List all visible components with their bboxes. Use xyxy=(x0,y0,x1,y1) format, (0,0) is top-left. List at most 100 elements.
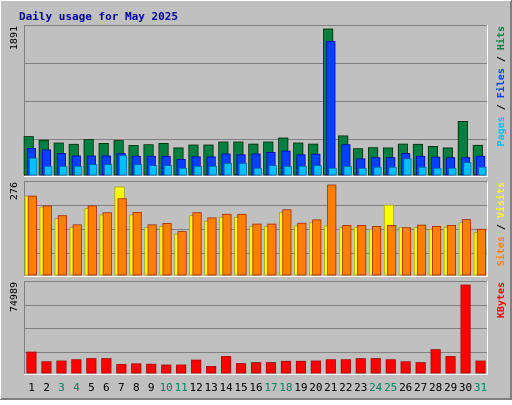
bar-visits-sites-day-8 xyxy=(132,211,142,276)
bar-hits-pages-day-8 xyxy=(133,164,143,176)
legend-entry-kbytes: KBytes xyxy=(496,282,507,318)
legend-entry-hits: Hits xyxy=(495,26,507,50)
bar-visits-sites-day-30 xyxy=(461,219,471,276)
bar-hits-pages-day-23 xyxy=(358,167,367,176)
bar-hits-pages-day-29 xyxy=(448,167,457,176)
x-label-day-21: 21 xyxy=(324,381,337,394)
x-label-day-25: 25 xyxy=(384,381,397,394)
bar-visits-sites-day-26 xyxy=(401,227,412,276)
x-label-day-22: 22 xyxy=(339,381,352,394)
bar-hits-pages-day-30 xyxy=(463,162,472,176)
bar-visits-sites-day-22 xyxy=(342,224,352,276)
bar-kbytes-kbytes-day-3 xyxy=(56,360,67,374)
x-label-day-6: 6 xyxy=(103,381,110,394)
bar-kbytes-kbytes-day-22 xyxy=(340,359,351,374)
bar-visits-sites-day-4 xyxy=(72,224,82,276)
bar-visits-sites-day-5 xyxy=(87,205,97,276)
bar-visits-sites-day-1 xyxy=(27,195,37,276)
bar-kbytes-kbytes-day-13 xyxy=(206,366,217,374)
bar-hits-pages-day-1 xyxy=(29,157,38,176)
x-label-day-12: 12 xyxy=(189,381,202,394)
x-label-day-1: 1 xyxy=(28,381,35,394)
x-label-day-19: 19 xyxy=(294,381,307,394)
bar-hits-pages-day-19 xyxy=(298,165,307,176)
bar-visits-sites-day-19 xyxy=(297,222,307,276)
panels-layer: 1891 Pages / Files / Hits 276 Sites / Visit… xyxy=(9,25,507,375)
legend-entry-visits: Visits xyxy=(495,182,507,218)
bar-hits-pages-day-20 xyxy=(313,165,322,176)
bar-kbytes-kbytes-day-8 xyxy=(131,363,142,374)
bar-kbytes-kbytes-day-26 xyxy=(400,361,411,374)
bar-visits-sites-day-11 xyxy=(177,231,187,276)
bar-hits-pages-day-2 xyxy=(44,165,53,176)
bar-kbytes-kbytes-day-25 xyxy=(385,359,396,374)
bar-visits-sites-day-21 xyxy=(327,184,337,276)
x-label-day-8: 8 xyxy=(133,381,140,394)
bar-hits-pages-day-7 xyxy=(119,155,128,176)
x-label-day-5: 5 xyxy=(88,381,95,394)
bar-kbytes-kbytes-day-15 xyxy=(235,363,247,374)
bar-visits-sites-day-25 xyxy=(387,224,397,276)
bar-visits-sites-day-28 xyxy=(431,225,442,276)
legend-separator: / xyxy=(496,98,507,116)
bar-visits-sites-day-9 xyxy=(147,224,157,276)
bar-kbytes-kbytes-day-21 xyxy=(325,359,336,374)
bar-kbytes-kbytes-day-28 xyxy=(430,349,441,374)
bar-kbytes-kbytes-day-1 xyxy=(26,351,37,374)
chart-title: Daily usage for May 2025 xyxy=(19,10,178,23)
bar-hits-pages-day-16 xyxy=(253,167,262,176)
panel-hits-legend: Pages / Files / Hits xyxy=(495,26,507,146)
x-label-day-17: 17 xyxy=(264,381,277,394)
bar-hits-pages-day-31 xyxy=(478,166,487,176)
bar-hits-pages-day-22 xyxy=(343,165,352,176)
bar-hits-pages-day-15 xyxy=(238,163,247,176)
panel-visits-ymax-label: 276 xyxy=(9,182,20,200)
x-label-day-26: 26 xyxy=(399,381,412,394)
x-label-day-16: 16 xyxy=(249,381,262,394)
bar-kbytes-kbytes-day-23 xyxy=(355,358,366,374)
x-label-day-23: 23 xyxy=(354,381,367,394)
bar-hits-pages-day-4 xyxy=(74,165,83,176)
x-label-day-29: 29 xyxy=(444,381,457,394)
bar-kbytes-kbytes-day-5 xyxy=(86,358,97,374)
panel-visits: 276 Sites / Visits xyxy=(9,181,507,277)
bar-visits-sites-day-13 xyxy=(207,217,217,276)
bar-hits-pages-day-9 xyxy=(148,165,158,176)
x-label-day-3: 3 xyxy=(58,381,65,394)
legend-separator: / xyxy=(496,50,507,68)
bar-kbytes-kbytes-day-7 xyxy=(116,363,127,374)
x-label-day-24: 24 xyxy=(369,381,383,394)
x-label-day-13: 13 xyxy=(204,381,217,394)
bar-hits-pages-day-27 xyxy=(418,166,427,176)
bar-kbytes-kbytes-day-19 xyxy=(295,360,306,374)
x-label-day-31: 31 xyxy=(474,381,487,394)
x-label-day-11: 11 xyxy=(175,381,188,394)
bar-hits-pages-day-21 xyxy=(328,167,337,176)
x-label-day-18: 18 xyxy=(279,381,292,394)
bar-visits-sites-day-2 xyxy=(42,205,52,276)
bar-kbytes-kbytes-day-11 xyxy=(176,364,187,374)
legend-entry-pages: Pages xyxy=(496,116,507,146)
bar-visits-sites-day-24 xyxy=(372,225,382,276)
bar-kbytes-kbytes-day-6 xyxy=(101,358,112,374)
bar-visits-sites-day-31 xyxy=(476,228,486,276)
bar-kbytes-kbytes-day-4 xyxy=(71,359,82,374)
legend-separator: / xyxy=(496,218,507,236)
bar-visits-sites-day-17 xyxy=(267,223,277,276)
bar-hits-pages-day-12 xyxy=(193,165,203,176)
x-label-day-20: 20 xyxy=(309,381,322,394)
x-label-day-2: 2 xyxy=(43,381,50,394)
panel-kbytes-ymax-label: 74989 xyxy=(9,282,20,312)
bar-hits-pages-day-25 xyxy=(388,166,397,176)
legend-entry-files: Files xyxy=(495,68,507,98)
bar-visits-sites-day-7 xyxy=(117,198,127,276)
x-label-day-27: 27 xyxy=(414,381,427,394)
bar-hits-pages-day-24 xyxy=(373,166,382,176)
bar-visits-sites-day-23 xyxy=(357,224,367,276)
bar-kbytes-kbytes-day-17 xyxy=(265,362,276,374)
bar-visits-sites-day-16 xyxy=(252,223,262,276)
legend-entry-sites: Sites xyxy=(495,236,507,266)
bar-kbytes-kbytes-day-14 xyxy=(220,356,232,374)
bar-kbytes-kbytes-day-31 xyxy=(475,360,486,374)
